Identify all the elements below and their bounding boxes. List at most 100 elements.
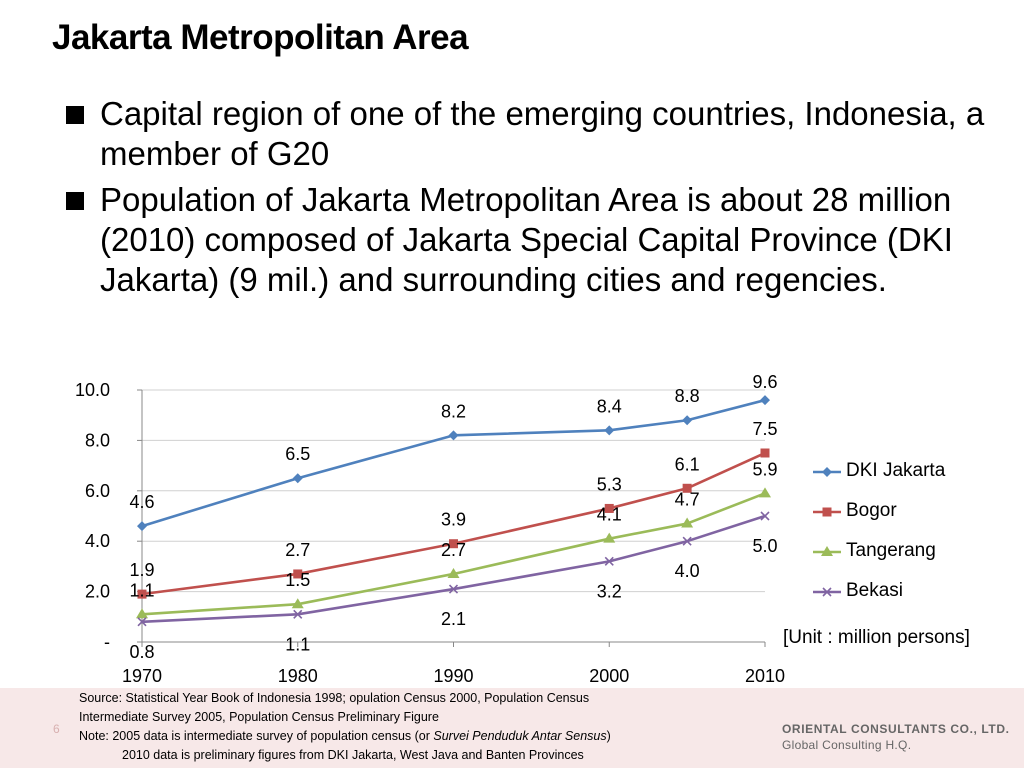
data-point (448, 430, 459, 441)
data-point (682, 536, 692, 546)
series-bogor (137, 448, 770, 599)
note-line: 2010 data is preliminary figures from DK… (122, 748, 584, 762)
data-point (447, 567, 460, 578)
bullet-item: Population of Jakarta Metropolitan Area … (62, 180, 992, 300)
data-point (760, 448, 770, 458)
data-point (682, 483, 692, 493)
data-label: 5.0 (752, 536, 777, 556)
y-tick-label: 6.0 (85, 481, 110, 501)
diamond-legend-icon (813, 467, 841, 477)
data-label: 8.4 (597, 396, 622, 416)
data-label: 6.1 (675, 454, 700, 474)
data-point (137, 589, 147, 599)
data-label: 3.9 (441, 510, 466, 530)
data-label: 7.5 (752, 419, 777, 439)
data-point (822, 587, 832, 597)
y-tick-label: 8.0 (85, 430, 110, 450)
data-point (760, 511, 770, 521)
square-bullet-icon (66, 106, 84, 124)
series-bekasi (137, 511, 770, 627)
data-label: 4.0 (675, 561, 700, 581)
note-line: Note: 2005 data is intermediate survey o… (79, 727, 759, 746)
data-point (821, 546, 833, 556)
x-tick-label: 1990 (433, 666, 473, 686)
data-point (822, 467, 832, 477)
data-point (137, 521, 147, 532)
x-tick-label: 2000 (589, 666, 629, 686)
data-label: 0.8 (129, 642, 154, 662)
data-point (604, 503, 614, 513)
page-number: 6 (53, 722, 60, 736)
data-point (603, 532, 616, 543)
data-label: 2.7 (285, 540, 310, 560)
series-line (141, 492, 766, 616)
data-label: 1.1 (285, 634, 310, 654)
logo-tagline: Global Consulting H.Q. (782, 738, 912, 752)
data-label: 4.1 (597, 505, 622, 525)
data-point (293, 609, 303, 619)
series-line (141, 451, 766, 596)
series-dki-jakarta (137, 395, 770, 532)
data-point (449, 539, 458, 549)
data-label: 9.6 (752, 372, 777, 392)
data-label: 2.1 (441, 609, 466, 629)
y-tick-label: 4.0 (85, 531, 110, 551)
series-line (141, 398, 766, 528)
square-legend-icon (813, 507, 841, 517)
data-point (759, 487, 771, 498)
y-tick-label: 2.0 (85, 582, 110, 602)
legend-label: Bekasi (846, 580, 904, 601)
data-point (292, 473, 303, 484)
unit-note: [Unit : million persons] (783, 627, 970, 648)
legend-label: DKI Jakarta (846, 460, 946, 481)
legend-label: Tangerang (846, 540, 936, 561)
data-point (604, 425, 615, 436)
population-line-chart: - 2.0 4.0 6.0 8.0 10.0 1970 1980 1990 2000 2010 4.6… (75, 372, 785, 686)
y-tick-label: - (104, 632, 110, 652)
data-point (137, 617, 147, 627)
data-label: 3.2 (597, 581, 622, 601)
data-label: 1.9 (129, 560, 154, 580)
source-line: Intermediate Survey 2005, Population Cen… (79, 710, 439, 724)
series-tangerang (136, 487, 771, 619)
square-bullet-icon (66, 192, 84, 210)
data-label: 6.5 (285, 444, 310, 464)
data-label: 4.7 (675, 490, 700, 510)
data-point (822, 507, 832, 517)
data-label: 2.7 (441, 540, 466, 560)
data-point (760, 395, 770, 406)
note-suffix: ) (606, 729, 611, 743)
series-line (141, 514, 766, 624)
data-label: 5.3 (597, 474, 622, 494)
note-italic: Survei Penduduk Antar Sensus (433, 729, 607, 743)
company-logo: ORIENTAL CONSULTANTS CO., LTD. Global Co… (782, 722, 1010, 752)
triangle-legend-icon (813, 546, 841, 556)
data-point (448, 584, 459, 594)
bullet-text: Capital region of one of the emerging co… (100, 95, 985, 172)
data-label: 5.9 (752, 459, 777, 479)
logo-company-name: ORIENTAL CONSULTANTS CO., LTD. (782, 722, 1010, 736)
y-tick-label: 10.0 (75, 380, 110, 400)
note-prefix: Note: 2005 data is intermediate survey o… (79, 729, 434, 743)
x-tick-label: 1970 (122, 666, 162, 686)
bullet-list: Capital region of one of the emerging co… (62, 94, 992, 306)
data-point (682, 415, 693, 426)
data-label: 4.6 (129, 492, 154, 512)
data-label: 8.2 (441, 401, 466, 421)
data-label: 8.8 (675, 386, 700, 406)
bullet-item: Capital region of one of the emerging co… (62, 94, 992, 174)
x-tick-label: 1980 (278, 666, 318, 686)
footer-band (0, 688, 1024, 768)
data-point (291, 598, 304, 609)
data-point (293, 569, 303, 579)
data-label: 1.5 (285, 570, 310, 590)
data-label: 1.1 (129, 580, 154, 600)
slide-title: Jakarta Metropolitan Area (52, 18, 469, 57)
source-note: Source: Statistical Year Book of Indones… (79, 689, 759, 765)
data-point (136, 608, 148, 619)
source-line: Source: Statistical Year Book of Indones… (79, 691, 590, 705)
legend-label: Bogor (846, 500, 897, 521)
bullet-text: Population of Jakarta Metropolitan Area … (100, 181, 953, 298)
x-tick-label: 2010 (745, 666, 785, 686)
x-legend-icon (813, 587, 841, 597)
